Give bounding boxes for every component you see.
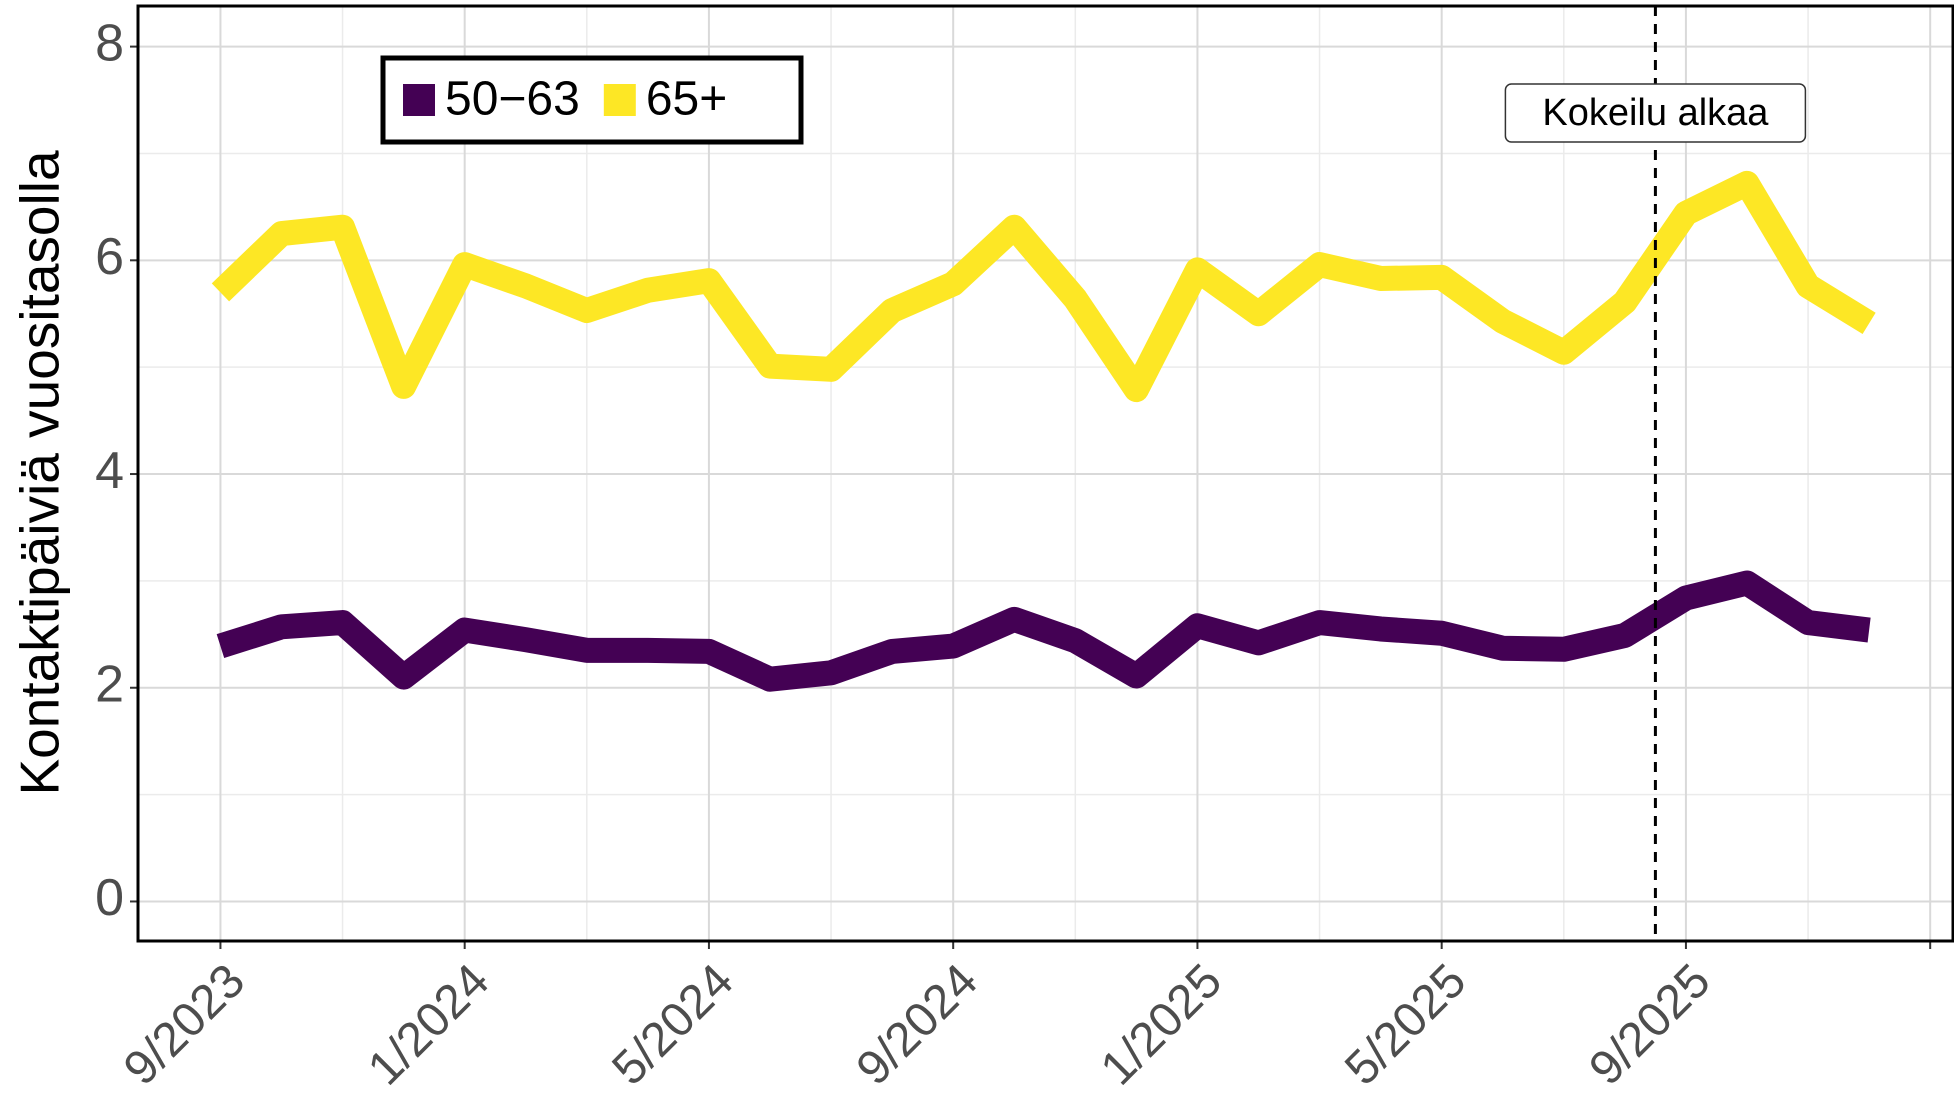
annotation: Kokeilu alkaa [1504,83,1807,143]
y-tick-label: 2 [95,655,124,713]
y-axis-title: Kontaktipäiviä vuositasolla [9,150,71,796]
x-tick-label: 1/2025 [1091,954,1232,1095]
legend-swatch [603,84,636,116]
x-tick-label: 5/2024 [602,954,743,1095]
panel-border [136,4,1954,943]
series-line [211,170,1876,403]
series-line [216,570,1871,692]
legend-swatch [403,84,435,116]
x-tick-label: 9/2023 [114,954,255,1095]
y-tick-label: 8 [95,14,124,72]
x-tick-label: 9/2025 [1579,954,1720,1095]
x-tick-label: 5/2025 [1335,954,1476,1095]
y-tick-label: 0 [95,869,124,927]
legend-label: 50−63 [445,73,580,126]
y-tick-label: 6 [95,228,124,286]
annotation-box [1504,83,1807,143]
x-tick-label: 1/2024 [358,954,499,1095]
x-tick-label: 9/2024 [847,954,988,1095]
annotation-label: Kokeilu alkaa [1542,92,1769,134]
legend-box [380,55,804,145]
y-tick-label: 4 [95,442,124,500]
legend-label: 65+ [646,73,727,126]
